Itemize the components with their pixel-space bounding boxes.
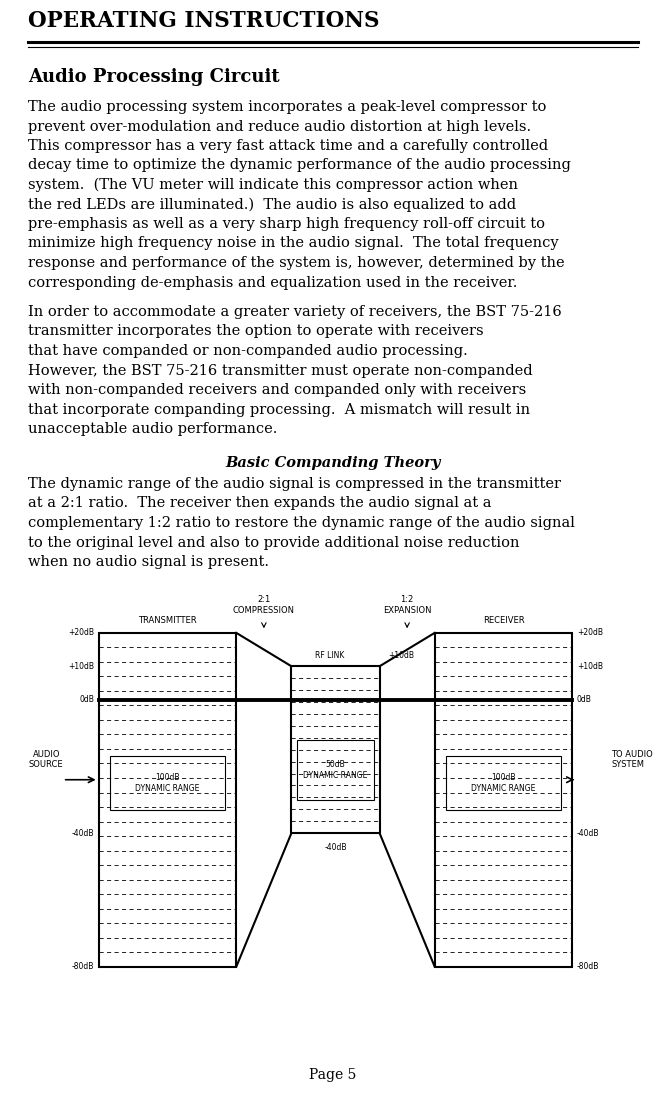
Text: when no audio signal is present.: when no audio signal is present. [28,556,269,569]
Text: However, the BST 75-216 transmitter must operate non-companded: However, the BST 75-216 transmitter must… [28,363,533,377]
Text: 0dB: 0dB [79,695,94,704]
Text: transmitter incorporates the option to operate with receivers: transmitter incorporates the option to o… [28,324,484,339]
Bar [110,757,225,810]
Text: -40dB: -40dB [324,843,347,852]
Text: +10dB: +10dB [68,662,94,671]
Text: -40dB: -40dB [577,828,599,837]
Text: decay time to optimize the dynamic performance of the audio processing: decay time to optimize the dynamic perfo… [28,158,571,173]
Text: at a 2:1 ratio.  The receiver then expands the audio signal at a: at a 2:1 ratio. The receiver then expand… [28,496,492,510]
Text: response and performance of the system is, however, determined by the: response and performance of the system i… [28,256,565,270]
Text: +10dB: +10dB [388,650,414,660]
Text: system.  (The VU meter will indicate this compressor action when: system. (The VU meter will indicate this… [28,178,518,192]
Text: -40dB: -40dB [72,828,94,837]
Text: 50dB
DYNAMIC RANGE: 50dB DYNAMIC RANGE [303,760,368,780]
Text: The audio processing system incorporates a peak-level compressor to: The audio processing system incorporates… [28,100,546,114]
Text: complementary 1:2 ratio to restore the dynamic range of the audio signal: complementary 1:2 ratio to restore the d… [28,516,575,530]
Bar [297,739,374,800]
Text: that have companded or non-companded audio processing.: that have companded or non-companded aud… [28,344,468,358]
Bar [446,757,561,810]
Text: 1:2
EXPANSION: 1:2 EXPANSION [383,595,432,615]
Text: +20dB: +20dB [68,628,94,637]
Text: The dynamic range of the audio signal is compressed in the transmitter: The dynamic range of the audio signal is… [28,477,561,491]
Text: OPERATING INSTRUCTIONS: OPERATING INSTRUCTIONS [28,10,380,32]
Text: +10dB: +10dB [577,662,603,671]
Text: Page 5: Page 5 [309,1068,357,1082]
Text: the red LEDs are illuminated.)  The audio is also equalized to add: the red LEDs are illuminated.) The audio… [28,198,516,212]
Text: that incorporate companding processing.  A mismatch will result in: that incorporate companding processing. … [28,403,530,417]
Text: unacceptable audio performance.: unacceptable audio performance. [28,422,277,436]
Text: RECEIVER: RECEIVER [483,616,524,625]
Text: +20dB: +20dB [577,628,603,637]
Text: -80dB: -80dB [577,962,599,971]
Text: Audio Processing Circuit: Audio Processing Circuit [28,68,280,86]
Bar [435,632,573,967]
Text: minimize high frequency noise in the audio signal.  The total frequency: minimize high frequency noise in the aud… [28,236,559,251]
Text: -80dB: -80dB [72,962,94,971]
Text: 100dB
DYNAMIC RANGE: 100dB DYNAMIC RANGE [472,773,535,793]
Bar [99,632,236,967]
Text: pre-emphasis as well as a very sharp high frequency roll-off circuit to: pre-emphasis as well as a very sharp hig… [28,217,545,231]
Text: This compressor has a very fast attack time and a carefully controlled: This compressor has a very fast attack t… [28,139,548,153]
Text: In order to accommodate a greater variety of receivers, the BST 75-216: In order to accommodate a greater variet… [28,305,561,319]
Text: Basic Companding Theory: Basic Companding Theory [225,455,441,470]
Text: prevent over-modulation and reduce audio distortion at high levels.: prevent over-modulation and reduce audio… [28,120,531,133]
Text: 2:1
COMPRESSION: 2:1 COMPRESSION [233,595,295,615]
Text: to the original level and also to provide additional noise reduction: to the original level and also to provid… [28,536,519,550]
Text: TRANSMITTER: TRANSMITTER [138,616,196,625]
Text: TO AUDIO
SYSTEM: TO AUDIO SYSTEM [611,750,653,769]
Text: 0dB: 0dB [577,695,591,704]
Text: corresponding de-emphasis and equalization used in the receiver.: corresponding de-emphasis and equalizati… [28,275,517,289]
Text: with non-companded receivers and companded only with receivers: with non-companded receivers and compand… [28,383,526,397]
Text: 100dB
DYNAMIC RANGE: 100dB DYNAMIC RANGE [135,773,200,793]
Text: AUDIO
SOURCE: AUDIO SOURCE [29,750,63,769]
Bar [292,667,380,833]
Text: RF LINK: RF LINK [315,650,345,660]
